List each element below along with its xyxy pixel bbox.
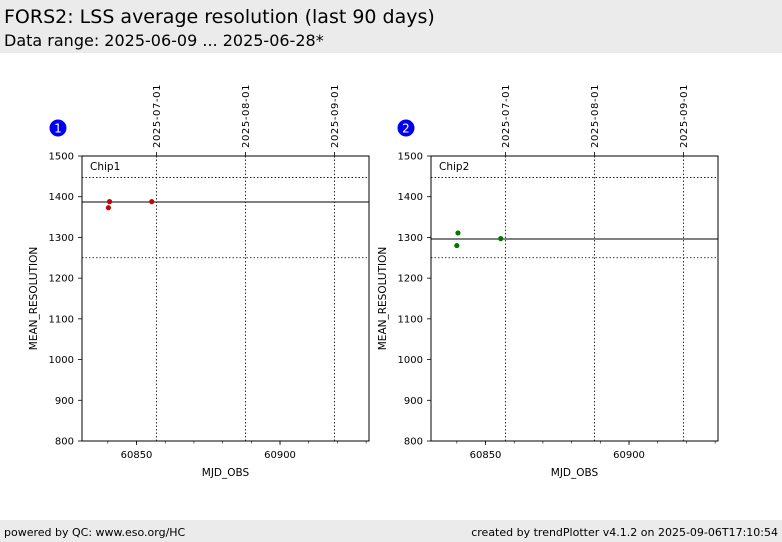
- page-title: FORS2: LSS average resolution (last 90 d…: [4, 6, 435, 28]
- y-tick-label: 1200: [398, 274, 423, 285]
- panel-label: Chip2: [439, 161, 469, 173]
- chart-panel-1: 1 2025-07-01 2025-08-01 2025-09-01 800 900 100…: [28, 84, 370, 479]
- plot-frame: [430, 155, 719, 442]
- x-tick-label: 60900: [264, 450, 296, 461]
- panel-number-badge: [49, 119, 67, 137]
- data-point: [455, 230, 461, 236]
- plot-frame: [81, 155, 370, 442]
- y-tick-label: 900: [404, 396, 423, 407]
- y-tick-label: 1400: [398, 192, 423, 203]
- x-tick-label: 60900: [613, 450, 645, 461]
- y-tick-label: 800: [55, 437, 74, 448]
- data-point: [106, 199, 113, 205]
- x-axis-label: MJD_OBS: [202, 467, 250, 479]
- date-tick-label: 2025-09-01: [330, 84, 341, 148]
- y-tick-label: 1000: [398, 355, 423, 366]
- panel-number-badge-text: 2: [402, 122, 410, 136]
- page-subtitle: Data range: 2025-06-09 ... 2025-06-28*: [4, 31, 324, 50]
- y-tick-label: 1300: [49, 233, 74, 244]
- y-tick-label: 1500: [398, 152, 423, 163]
- data-point: [454, 242, 460, 249]
- date-tick-label: 2025-09-01: [679, 84, 690, 148]
- footer-created-by: created by trendPlotter v4.1.2 on 2025-0…: [471, 526, 778, 539]
- header: FORS2: LSS average resolution (last 90 d…: [0, 0, 782, 53]
- panel-label: Chip1: [90, 161, 120, 173]
- date-tick-label: 2025-08-01: [241, 84, 252, 148]
- y-axis-label: MEAN_RESOLUTION: [28, 247, 40, 350]
- x-axis-label: MJD_OBS: [551, 467, 599, 479]
- y-tick-label: 1200: [49, 274, 74, 285]
- y-tick-label: 1300: [398, 233, 423, 244]
- date-tick-label: 2025-07-01: [152, 84, 163, 148]
- y-tick-label: 800: [404, 437, 423, 448]
- y-tick-label: 1000: [49, 355, 74, 366]
- x-tick-label: 60850: [121, 450, 153, 461]
- y-tick-label: 1100: [49, 314, 74, 325]
- chart-panel-2: 2 2025-07-01 2025-08-01 2025-09-01 800 900 100…: [377, 84, 719, 479]
- y-tick-label: 900: [55, 396, 74, 407]
- charts-area: 1 2025-07-01 2025-08-01 2025-09-01 800 900 100…: [28, 84, 719, 479]
- panel-number-badge: [397, 119, 415, 137]
- data-point: [105, 205, 112, 211]
- panel-number-badge-text: 1: [54, 122, 62, 136]
- data-point: [498, 236, 504, 242]
- date-tick-label: 2025-07-01: [501, 84, 512, 148]
- x-tick-label: 60850: [470, 450, 502, 461]
- y-tick-label: 1100: [398, 314, 423, 325]
- footer-powered-by: powered by QC: www.eso.org/HC: [4, 526, 186, 539]
- y-tick-label: 1400: [49, 192, 74, 203]
- data-point: [149, 199, 155, 205]
- y-axis-label: MEAN_RESOLUTION: [377, 247, 389, 350]
- date-tick-label: 2025-08-01: [590, 84, 601, 148]
- y-tick-label: 1500: [49, 152, 74, 163]
- footer: powered by QC: www.eso.org/HC created by…: [0, 520, 782, 542]
